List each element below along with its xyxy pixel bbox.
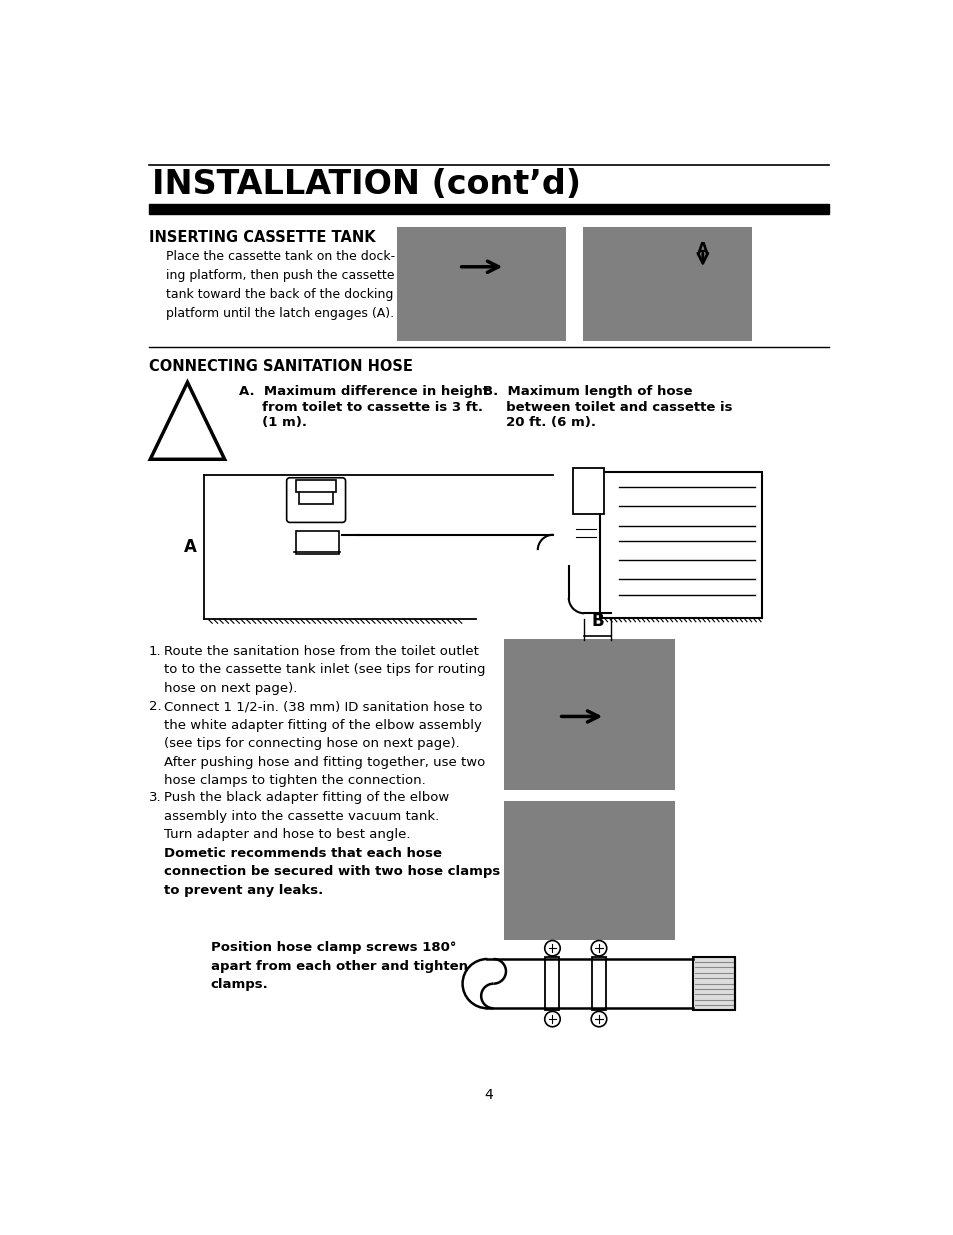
Text: 3.: 3.	[149, 792, 161, 804]
Text: A: A	[184, 538, 196, 556]
Bar	[149, 205, 828, 215]
Text: 20 ft. (6 m).: 20 ft. (6 m).	[483, 416, 596, 429]
Text: Dometic recommends that each hose
connection be secured with two hose clamps
to : Dometic recommends that each hose connec…	[164, 846, 500, 897]
Bar	[298, 487, 333, 504]
FancyBboxPatch shape	[295, 531, 338, 555]
Text: Place the cassette tank on the dock-
ing platform, then push the cassette
tank t: Place the cassette tank on the dock- ing…	[166, 249, 395, 320]
Text: 4: 4	[484, 1088, 493, 1102]
Text: Connect 1 1/2-in. (38 mm) ID sanitation hose to
the white adapter fitting of the: Connect 1 1/2-in. (38 mm) ID sanitation …	[164, 700, 485, 787]
Text: B.  Maximum length of hose: B. Maximum length of hose	[483, 385, 692, 399]
Text: Route the sanitation hose from the toilet outlet
to to the cassette tank inlet (: Route the sanitation hose from the toile…	[164, 645, 485, 695]
Text: B: B	[591, 613, 603, 630]
Bar	[692, 957, 735, 1010]
Text: A: A	[697, 242, 708, 257]
Bar	[572, 468, 603, 514]
Text: between toilet and cassette is: between toilet and cassette is	[483, 401, 732, 414]
Text: from toilet to cassette is 3 ft.: from toilet to cassette is 3 ft.	[239, 401, 483, 414]
Text: Push the black adapter fitting of the elbow
assembly into the cassette vacuum ta: Push the black adapter fitting of the el…	[164, 792, 449, 841]
FancyBboxPatch shape	[286, 478, 345, 522]
Bar	[545, 957, 558, 1010]
FancyBboxPatch shape	[599, 472, 761, 618]
Text: (1 m).: (1 m).	[239, 416, 307, 429]
Bar	[295, 480, 335, 493]
Circle shape	[544, 1011, 559, 1026]
Bar	[592, 957, 605, 1010]
Bar	[504, 802, 674, 940]
Circle shape	[591, 1011, 606, 1026]
Text: Position hose clamp screws 180°
apart from each other and tighten
clamps.: Position hose clamp screws 180° apart fr…	[211, 941, 467, 992]
Text: INSERTING CASSETTE TANK: INSERTING CASSETTE TANK	[149, 230, 375, 245]
Bar	[582, 227, 751, 341]
Bar	[504, 640, 674, 789]
Text: INSTALLATION (cont’d): INSTALLATION (cont’d)	[152, 168, 580, 201]
Text: CONNECTING SANITATION HOSE: CONNECTING SANITATION HOSE	[149, 359, 412, 374]
Text: 2.: 2.	[149, 700, 161, 714]
Circle shape	[591, 941, 606, 956]
Circle shape	[544, 941, 559, 956]
Bar	[396, 227, 565, 341]
Polygon shape	[150, 383, 224, 459]
Text: A.  Maximum difference in height: A. Maximum difference in height	[239, 385, 489, 399]
Text: 1.: 1.	[149, 645, 161, 658]
